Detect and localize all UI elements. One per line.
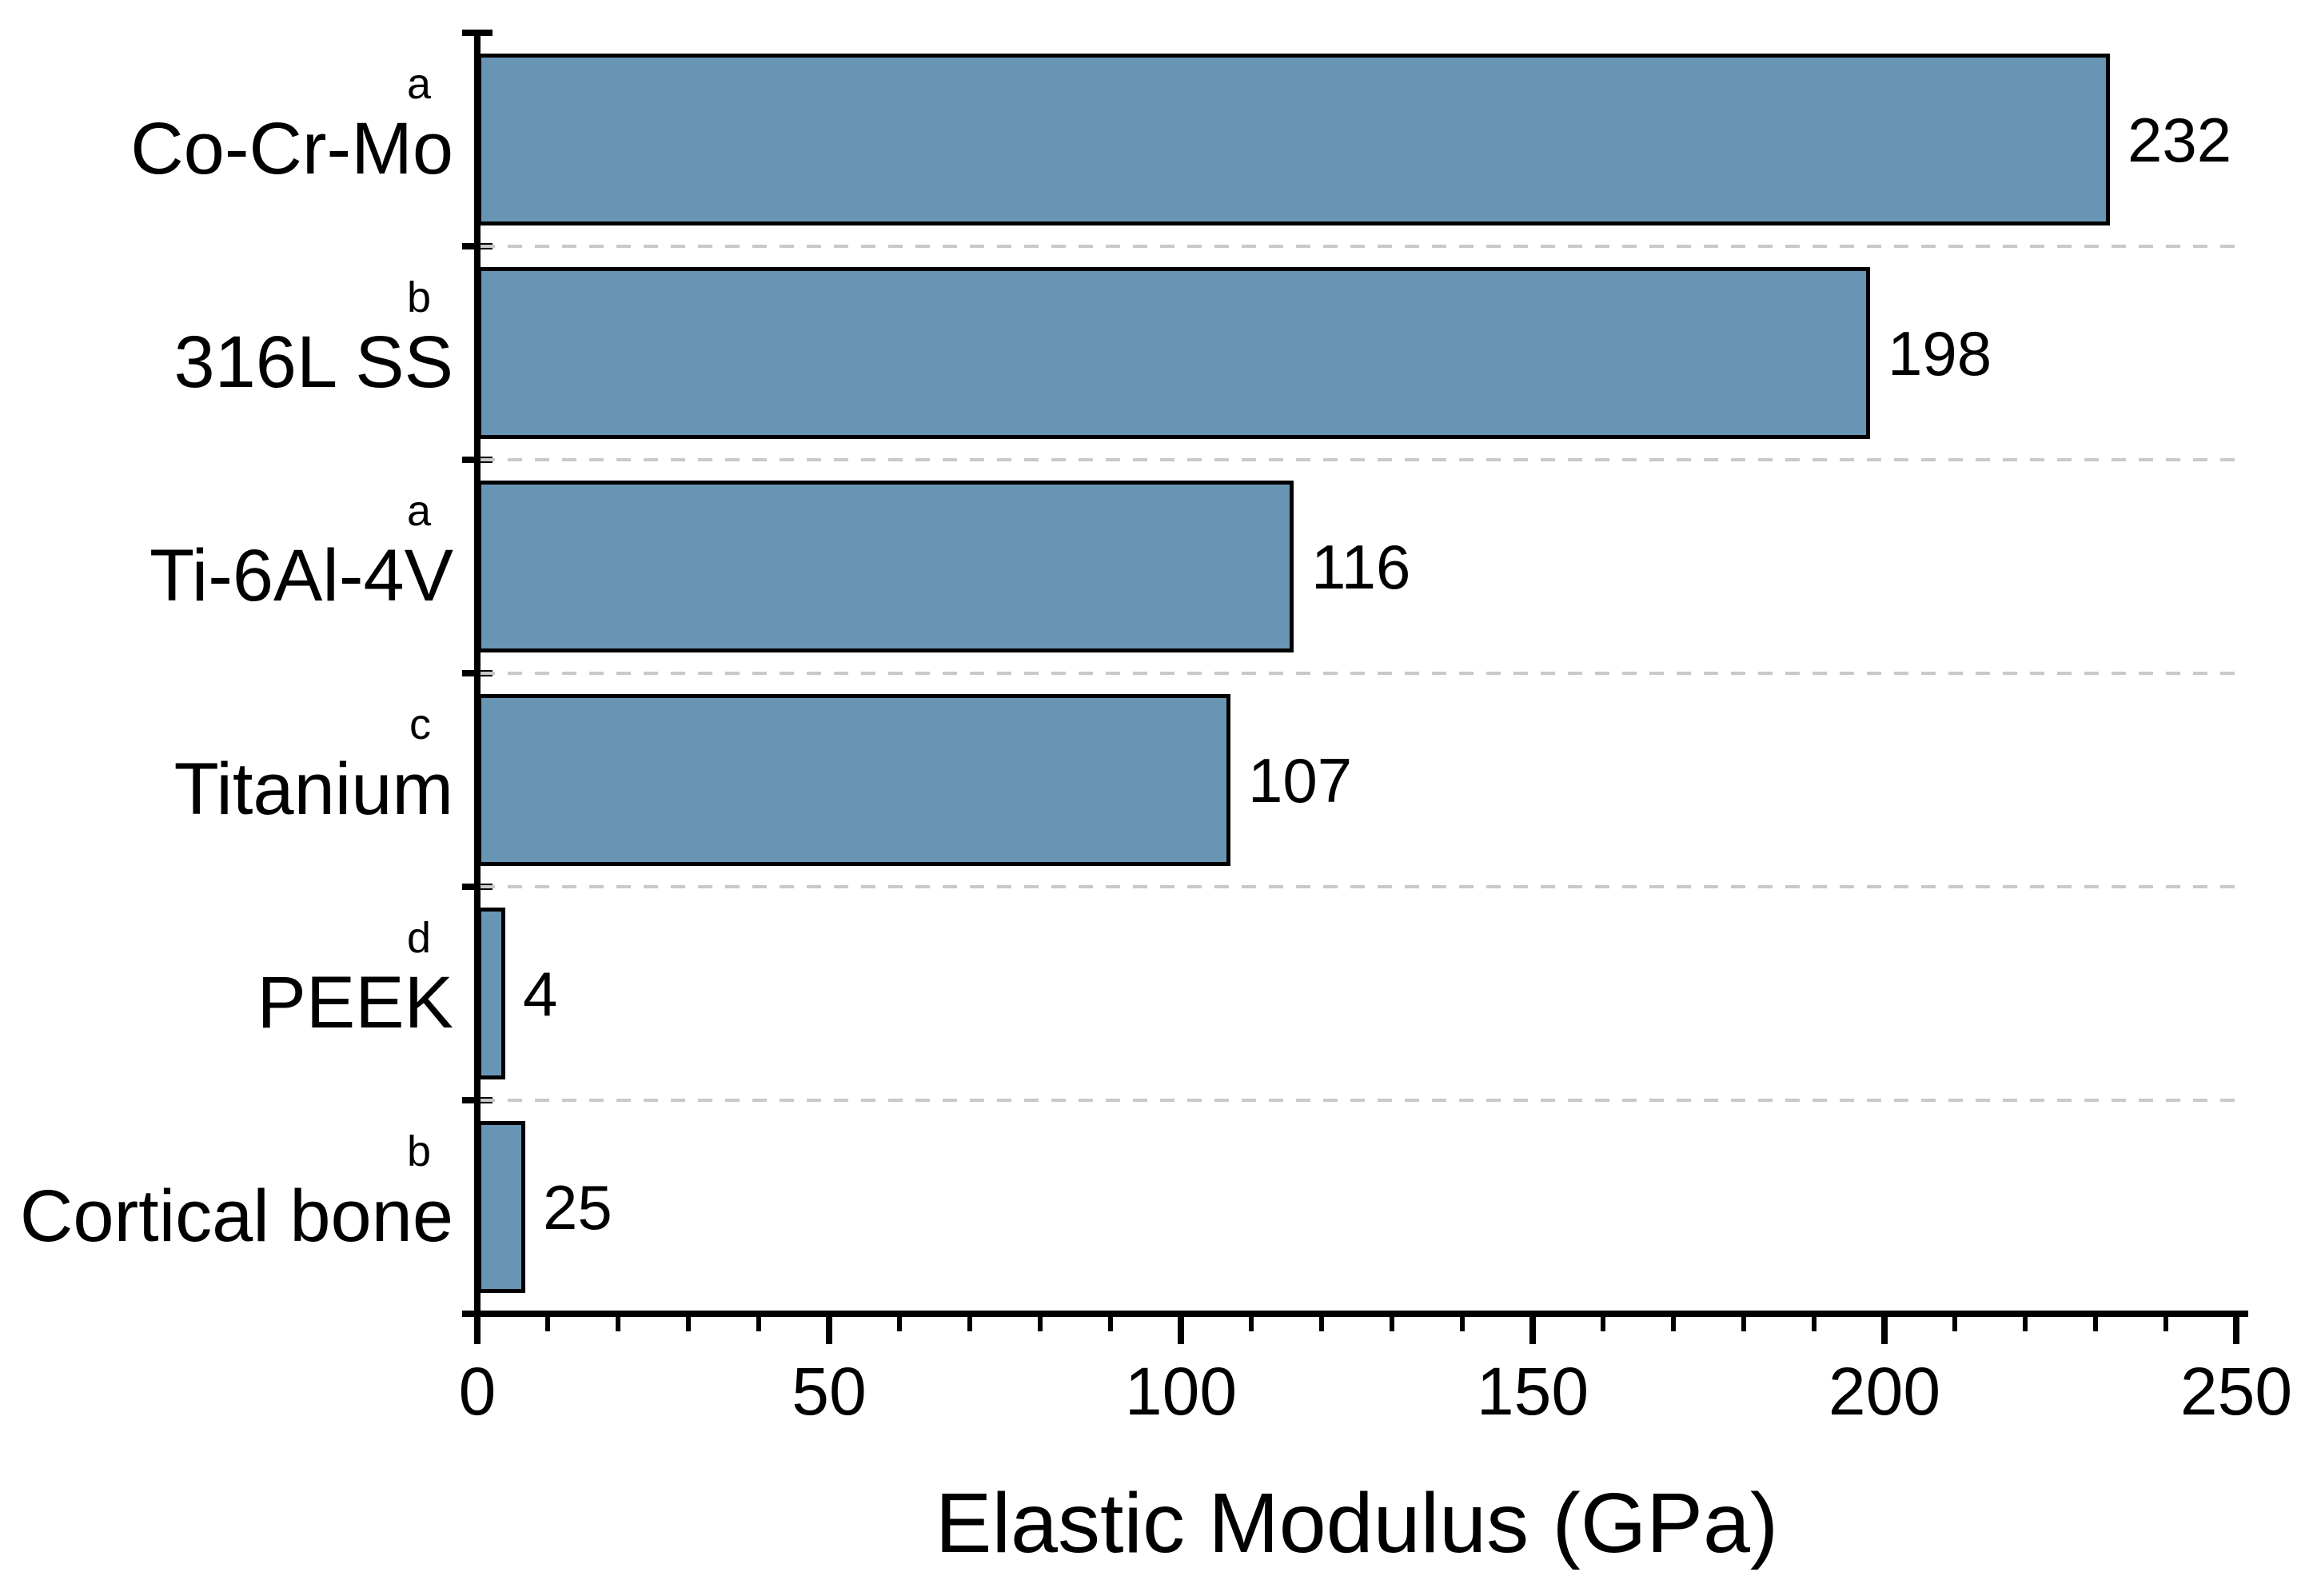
y-axis-tick xyxy=(462,1097,493,1103)
bar-titanium xyxy=(477,694,1230,866)
x-axis-minor-tick xyxy=(1952,1317,1957,1331)
x-axis-minor-tick xyxy=(1038,1317,1043,1331)
x-axis-minor-tick xyxy=(2163,1317,2168,1331)
bar-cortical-bone xyxy=(477,1121,525,1293)
category-separator-gridline xyxy=(481,458,2239,461)
x-axis-minor-tick xyxy=(1812,1317,1816,1331)
value-label: 232 xyxy=(2128,104,2232,175)
category-separator-gridline xyxy=(481,672,2239,675)
bar-co-cr-mo xyxy=(477,54,2110,225)
y-axis-tick xyxy=(462,457,493,463)
value-label: 107 xyxy=(1248,744,1353,816)
category-label-block: a Ti-6Al-4V xyxy=(0,444,453,657)
bar-peek xyxy=(477,908,505,1079)
category-label: Cortical bone xyxy=(19,1175,453,1257)
bar-ti-6al-4v xyxy=(477,481,1294,652)
x-axis-major-tick xyxy=(2233,1317,2239,1344)
x-axis-minor-tick xyxy=(1741,1317,1746,1331)
footnote-marker: c xyxy=(409,700,431,748)
y-axis-tick xyxy=(462,670,493,676)
x-axis-tick-label: 250 xyxy=(2179,1354,2293,1429)
footnote-marker: a xyxy=(406,486,431,535)
x-axis-minor-tick xyxy=(2023,1317,2028,1331)
category-label-block: b 316L SS xyxy=(0,230,453,444)
value-label: 25 xyxy=(543,1171,612,1243)
x-axis-tick-label: 100 xyxy=(1124,1354,1238,1429)
x-axis-minor-tick xyxy=(897,1317,902,1331)
category-label: Co-Cr-Mo xyxy=(130,107,453,190)
footnote-marker: a xyxy=(406,59,431,108)
x-axis-minor-tick xyxy=(686,1317,691,1331)
x-axis-minor-tick xyxy=(1319,1317,1324,1331)
footnote-marker: d xyxy=(406,913,431,962)
x-axis-minor-tick xyxy=(1390,1317,1394,1331)
x-axis-major-tick xyxy=(1178,1317,1184,1344)
x-axis-line xyxy=(462,1311,2248,1317)
category-label-block: b Cortical bone xyxy=(0,1084,453,1298)
category-label: Titanium xyxy=(173,748,453,830)
x-axis-tick-label: 150 xyxy=(1476,1354,1589,1429)
category-separator-gridline xyxy=(481,885,2239,888)
x-axis-minor-tick xyxy=(2093,1317,2098,1331)
y-axis-tick xyxy=(462,30,493,36)
footnote-marker: b xyxy=(406,1127,431,1175)
x-axis-tick-label: 0 xyxy=(458,1354,496,1429)
x-axis-minor-tick xyxy=(1108,1317,1113,1331)
x-axis-minor-tick xyxy=(967,1317,972,1331)
bar-316l-ss xyxy=(477,267,1870,439)
category-label-block: c Titanium xyxy=(0,657,453,871)
x-axis-major-tick xyxy=(826,1317,832,1344)
value-label: 116 xyxy=(1311,531,1411,602)
category-label: Ti-6Al-4V xyxy=(150,534,453,616)
x-axis-major-tick xyxy=(474,1317,481,1344)
x-axis-minor-tick xyxy=(1460,1317,1465,1331)
x-axis-major-tick xyxy=(1881,1317,1888,1344)
category-label: 316L SS xyxy=(173,321,453,403)
category-label-block: a Co-Cr-Mo xyxy=(0,17,453,230)
x-axis-tick-label: 50 xyxy=(792,1354,867,1429)
value-label: 198 xyxy=(1888,317,1992,389)
x-axis-title: Elastic Modulus (GPa) xyxy=(935,1476,1779,1570)
category-separator-gridline xyxy=(481,1099,2239,1102)
x-axis-minor-tick xyxy=(616,1317,620,1331)
value-label: 4 xyxy=(523,958,558,1029)
category-label-block: d PEEK xyxy=(0,871,453,1084)
x-axis-minor-tick xyxy=(756,1317,761,1331)
footnote-marker: b xyxy=(406,273,431,321)
x-axis-major-tick xyxy=(1529,1317,1536,1344)
y-axis-tick xyxy=(462,884,493,890)
category-separator-gridline xyxy=(481,245,2239,248)
x-axis-tick-label: 200 xyxy=(1828,1354,1941,1429)
x-axis-minor-tick xyxy=(1671,1317,1676,1331)
category-label: PEEK xyxy=(257,961,453,1043)
y-axis-tick xyxy=(462,243,493,249)
x-axis-minor-tick xyxy=(1601,1317,1605,1331)
x-axis-minor-tick xyxy=(545,1317,550,1331)
y-axis-tick xyxy=(462,1311,493,1317)
x-axis-minor-tick xyxy=(1249,1317,1254,1331)
